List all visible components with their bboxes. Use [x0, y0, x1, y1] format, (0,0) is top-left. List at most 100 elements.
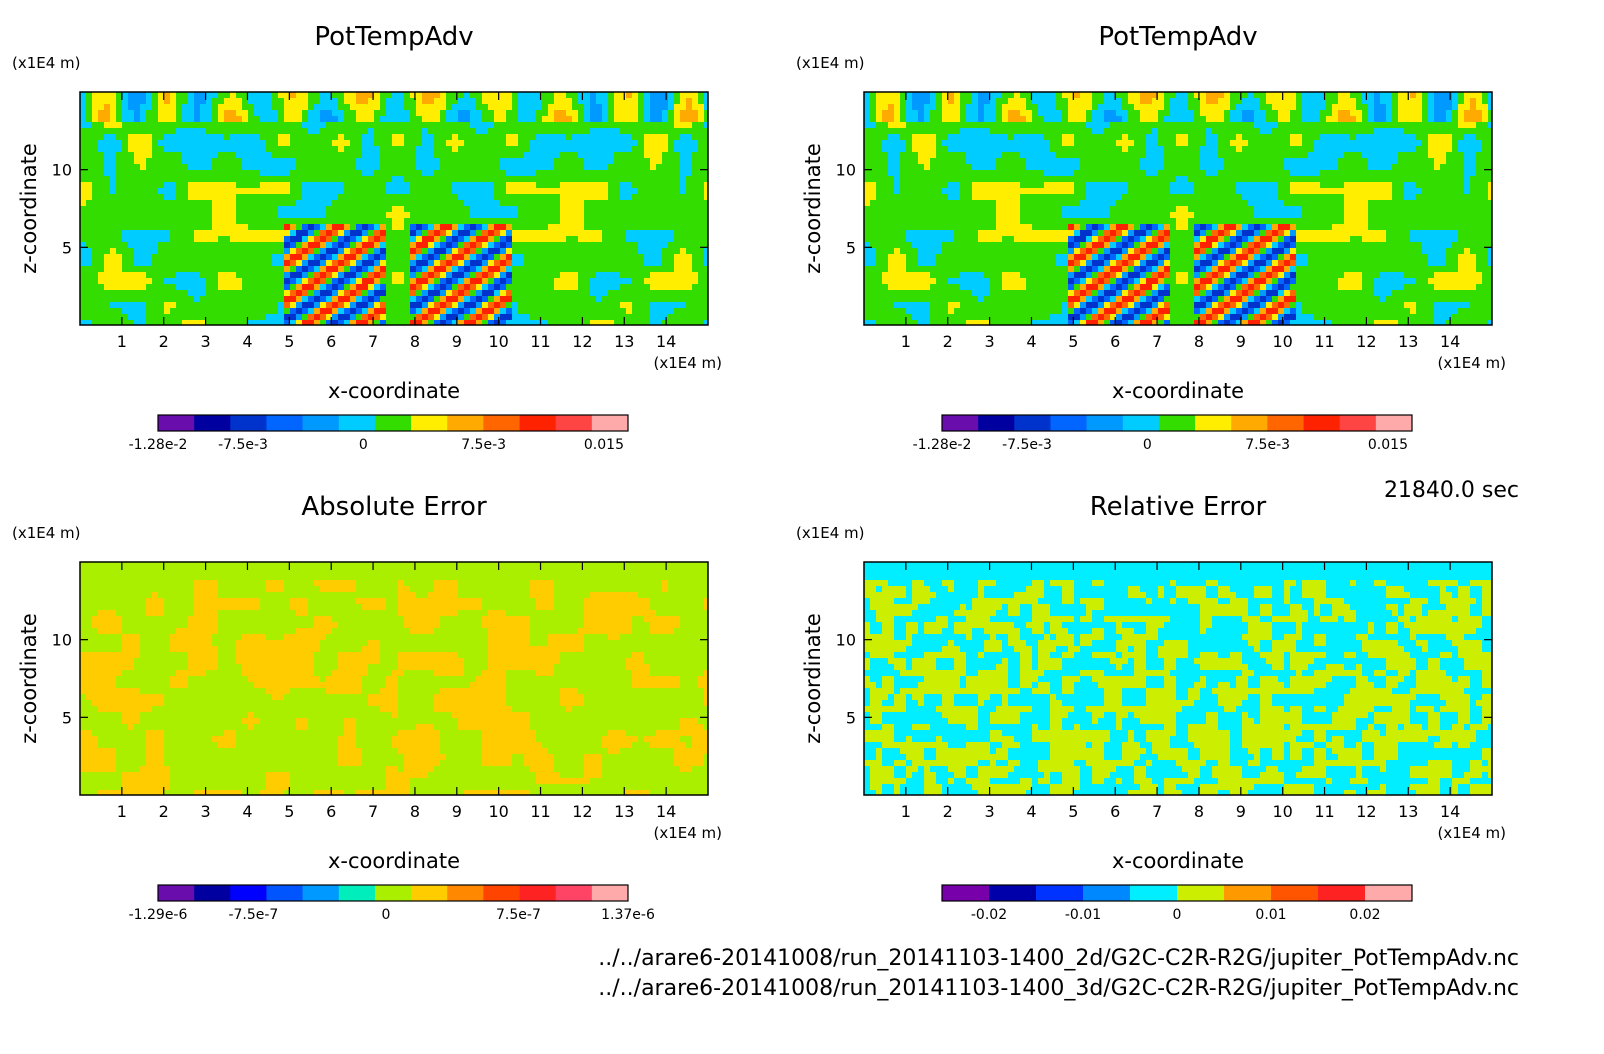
- heatmap-cell: [440, 188, 447, 195]
- heatmap-cell: [320, 164, 327, 171]
- heatmap-cell: [584, 128, 591, 135]
- heatmap-cell: [152, 254, 159, 261]
- heatmap-cell: [446, 224, 453, 231]
- heatmap-cell: [254, 146, 261, 153]
- heatmap-cell: [638, 278, 645, 285]
- heatmap-cell: [170, 278, 177, 285]
- heatmap-cell: [512, 314, 519, 321]
- heatmap-cell: [446, 296, 453, 303]
- heatmap-cell: [266, 110, 273, 117]
- heatmap-cell: [380, 302, 387, 309]
- heatmap-cell: [368, 218, 375, 225]
- heatmap-cell: [512, 182, 519, 189]
- heatmap-cell: [140, 278, 147, 285]
- heatmap-cell: [188, 278, 195, 285]
- heatmap-cell: [1410, 122, 1417, 129]
- heatmap-cell: [332, 248, 339, 255]
- heatmap-cell: [596, 170, 603, 177]
- heatmap-cell: [644, 152, 651, 159]
- heatmap-cell: [86, 296, 93, 303]
- heatmap-cell: [668, 134, 675, 141]
- heatmap-cell: [1062, 116, 1069, 123]
- heatmap-cell: [602, 116, 609, 123]
- heatmap-cell: [332, 230, 339, 237]
- heatmap-cell: [134, 242, 141, 249]
- heatmap-cell: [1146, 110, 1153, 117]
- heatmap-cell: [554, 164, 561, 171]
- heatmap-cell: [386, 182, 393, 189]
- heatmap-cell: [230, 308, 237, 315]
- heatmap-cell: [1032, 104, 1039, 111]
- heatmap-cell: [134, 308, 141, 315]
- heatmap-cell: [416, 224, 423, 231]
- heatmap-cell: [990, 92, 997, 99]
- heatmap-cell: [530, 110, 537, 117]
- heatmap-cell: [602, 218, 609, 225]
- heatmap-cell: [434, 242, 441, 249]
- heatmap-cell: [608, 278, 615, 285]
- heatmap-cell: [392, 260, 399, 267]
- heatmap-cell: [494, 230, 501, 237]
- heatmap-cell: [80, 182, 87, 189]
- heatmap-cell: [518, 218, 525, 225]
- heatmap-cell: [656, 122, 663, 129]
- heatmap-cell: [404, 248, 411, 255]
- heatmap-cell: [1026, 110, 1033, 117]
- heatmap-cell: [332, 92, 339, 99]
- heatmap-cell: [608, 194, 615, 201]
- heatmap-cell: [116, 260, 123, 267]
- heatmap-cell: [888, 104, 895, 111]
- heatmap-cell: [410, 200, 417, 207]
- heatmap-cell: [524, 230, 531, 237]
- heatmap-cell: [224, 134, 231, 141]
- heatmap-cell: [596, 152, 603, 159]
- heatmap-cell: [128, 260, 135, 267]
- heatmap-cell: [524, 308, 531, 315]
- heatmap-cell: [518, 212, 525, 219]
- heatmap-cell: [530, 290, 537, 297]
- heatmap-cell: [692, 164, 699, 171]
- heatmap-cell: [278, 302, 285, 309]
- heatmap-cell: [248, 194, 255, 201]
- heatmap-cell: [302, 254, 309, 261]
- heatmap-cell: [500, 212, 507, 219]
- heatmap-cell: [542, 260, 549, 267]
- heatmap-cell: [368, 296, 375, 303]
- heatmap-cell: [440, 278, 447, 285]
- heatmap-cell: [380, 314, 387, 321]
- heatmap-cell: [500, 314, 507, 321]
- heatmap-cell: [518, 284, 525, 291]
- heatmap-cell: [1254, 134, 1261, 141]
- heatmap-cell: [656, 230, 663, 237]
- heatmap-cell: [482, 104, 489, 111]
- heatmap-cell: [314, 104, 321, 111]
- heatmap-cell: [1242, 92, 1249, 99]
- heatmap-cell: [578, 296, 585, 303]
- heatmap-cell: [864, 104, 871, 111]
- heatmap-cell: [644, 206, 651, 213]
- heatmap-cell: [92, 92, 99, 99]
- heatmap-cell: [134, 128, 141, 135]
- heatmap-cell: [620, 284, 627, 291]
- heatmap-cell: [590, 314, 597, 321]
- heatmap-cell: [206, 146, 213, 153]
- heatmap-cell: [686, 284, 693, 291]
- heatmap-cell: [200, 230, 207, 237]
- heatmap-cell: [668, 260, 675, 267]
- heatmap-cell: [936, 134, 943, 141]
- heatmap-cell: [404, 224, 411, 231]
- y-tick-label: 10: [52, 161, 72, 180]
- heatmap-cell: [254, 176, 261, 183]
- heatmap-cell: [320, 110, 327, 117]
- heatmap-cell: [368, 248, 375, 255]
- heatmap-cell: [560, 314, 567, 321]
- heatmap-cell: [134, 134, 141, 141]
- heatmap-cell: [326, 194, 333, 201]
- heatmap-cell: [674, 122, 681, 129]
- heatmap-cell: [164, 230, 171, 237]
- heatmap-cell: [110, 140, 117, 147]
- heatmap-cell: [416, 206, 423, 213]
- heatmap-cell: [542, 104, 549, 111]
- heatmap-cell: [584, 278, 591, 285]
- heatmap-cell: [1332, 122, 1339, 129]
